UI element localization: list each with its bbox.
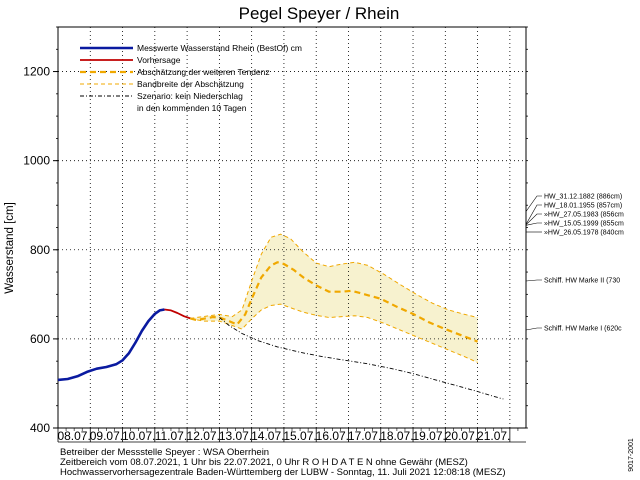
legend-label: Abschätzung der weiteren Tendenz	[137, 67, 270, 77]
x-tick-label: 08.07.	[57, 429, 90, 443]
side-marker-leader	[525, 195, 542, 212]
side-marker-label: »HW_27.05.1983 (856cm	[544, 212, 624, 219]
x-tick-label: 15.07.	[283, 429, 316, 443]
footer-line-3: Hochwasservorhersagezentrale Baden-Württ…	[60, 467, 505, 478]
x-tick-label: 16.07.	[316, 429, 349, 443]
legend-label: Messwerte Wasserstand Rhein (BestOf) cm	[137, 43, 302, 53]
y-axis-label: Wasserstand [cm]	[4, 202, 16, 294]
y-tick-label: 1000	[23, 154, 50, 168]
series-scenario-line	[219, 317, 504, 400]
legend-label: Szenario: kein Niederschlag	[137, 91, 243, 101]
side-marker-label: »HW_15.05.1999 (855cm	[544, 221, 624, 228]
x-tick-label: 14.07.	[251, 429, 284, 443]
series-band-upper	[190, 233, 478, 319]
side-marker-label: Schiff. HW Marke II (730	[544, 278, 620, 285]
x-tick-label: 12.07.	[187, 429, 220, 443]
y-tick-label: 400	[30, 421, 50, 435]
y-tick-label: 600	[30, 332, 50, 346]
side-marker-leader	[525, 279, 542, 282]
footer-line-2: Zeitbereich vom 08.07.2021, 1 Uhr bis 22…	[60, 457, 468, 468]
side-marker-leader	[525, 222, 542, 226]
plot-frame	[57, 26, 527, 429]
y-tick-label: 800	[30, 243, 50, 257]
x-tick-label: 20.07.	[445, 429, 478, 443]
legend-label: Bandbreite der Abschätzung	[137, 79, 244, 89]
series-band-lower	[190, 303, 478, 363]
side-marker-label: HW_31.12.1882 (886cm)	[544, 194, 622, 201]
legend-label-continued: in den kommenden 10 Tagen	[137, 103, 247, 113]
footer-line-1: Betreiber der Messstelle Speyer : WSA Ob…	[60, 447, 269, 458]
footer: Betreiber der Messstelle Speyer : WSA Ob…	[60, 447, 505, 478]
side-marker-leader	[525, 213, 542, 226]
x-tick-label: 13.07.	[219, 429, 252, 443]
side-note: 9017-2001	[628, 438, 635, 472]
legend-label: Vorhersage	[137, 55, 181, 65]
series-measured-line	[57, 308, 165, 382]
side-marker-leader	[525, 204, 542, 225]
side-marker-leader	[525, 327, 542, 331]
plot-area: 400 600 800 1000 1200 08.07.09.07.10.07. 11.07…	[23, 26, 528, 443]
side-marker-label: HW_18.01.1955 (857cm)	[544, 203, 622, 210]
band-fill	[190, 234, 478, 363]
side-marker-label: »HW_26.05.1978 (840cm	[544, 230, 624, 237]
x-tick-label: 11.07.	[155, 429, 187, 443]
x-tick-label: 10.07.	[122, 429, 155, 443]
legend: Messwerte Wasserstand Rhein (BestOf) cm V…	[80, 43, 302, 113]
x-tick-label: 19.07.	[412, 429, 445, 443]
x-tick-label: 21.07.	[477, 429, 510, 443]
side-marker-label: Schiff. HW Marke I (620c	[544, 326, 622, 333]
x-tick-label: 09.07.	[90, 429, 123, 443]
x-tick-label: 18.07.	[380, 429, 413, 443]
y-tick-label: 1200	[23, 65, 50, 79]
series-tendency-line	[190, 261, 478, 343]
x-tick-label: 17.07.	[348, 429, 381, 443]
series-forecast-line	[164, 308, 191, 320]
side-markers: HW_31.12.1882 (886cm) HW_18.01.1955 (857c…	[525, 194, 624, 333]
chart-title: Pegel Speyer / Rhein	[239, 4, 400, 23]
